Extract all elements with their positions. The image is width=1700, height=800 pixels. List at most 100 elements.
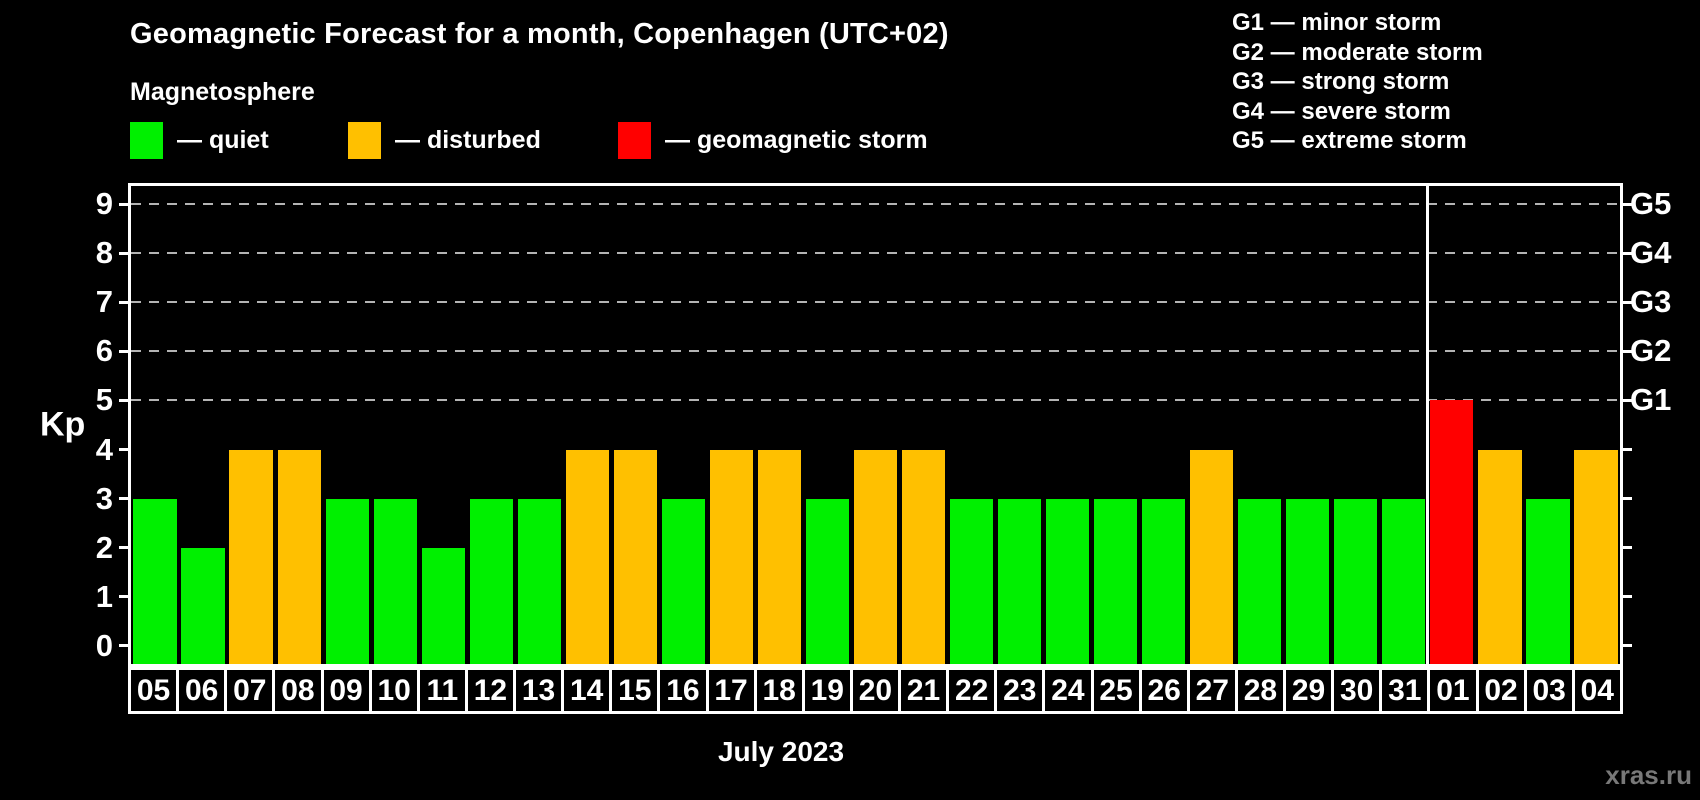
y-axis-tick-label-3: 3 [95, 480, 113, 516]
bar-day-02 [1478, 449, 1522, 664]
day-label-02: 02 [1475, 670, 1524, 711]
right-axis-tick-7 [1622, 300, 1632, 304]
bar-slot-17 [707, 186, 755, 664]
y-axis-tick-3 [119, 497, 129, 501]
y-axis-tick-9 [119, 202, 129, 206]
bar-day-31 [1382, 498, 1426, 664]
bar-slot-12 [467, 186, 515, 664]
bar-slot-10 [371, 186, 419, 664]
y-axis-tick-5 [119, 398, 129, 402]
day-label-19: 19 [801, 670, 850, 711]
day-label-27: 27 [1186, 670, 1235, 711]
gridline-kp-6 [131, 350, 1620, 353]
bar-day-27 [1190, 449, 1234, 664]
right-axis-label-g2: G2 [1630, 333, 1672, 369]
right-axis-label-g5: G5 [1630, 186, 1672, 222]
bar-day-20 [853, 449, 898, 664]
legend-label-quiet: — quiet [177, 125, 269, 154]
day-label-01: 01 [1427, 670, 1475, 711]
day-label-13: 13 [513, 670, 561, 711]
bar-slot-23 [996, 186, 1044, 664]
bar-day-26 [1142, 498, 1186, 664]
bar-slot-02 [1476, 186, 1524, 664]
right-axis-tick-2 [1622, 546, 1632, 550]
day-label-05: 05 [136, 673, 171, 707]
y-axis-tick-2 [119, 546, 129, 550]
day-label-21: 21 [898, 670, 946, 711]
bar-day-30 [1334, 498, 1378, 664]
bar-slot-25 [1092, 186, 1140, 664]
x-axis-month-label: July 2023 [717, 736, 845, 767]
day-label-20: 20 [849, 670, 898, 711]
right-axis-label-g1: G1 [1630, 382, 1672, 418]
bar-day-15 [613, 449, 657, 664]
bar-day-13 [517, 498, 561, 664]
bar-slot-11 [419, 186, 467, 664]
right-axis-tick-9 [1622, 202, 1632, 206]
bar-slot-27 [1188, 186, 1236, 664]
bar-slot-07 [227, 186, 275, 664]
bar-slot-03 [1524, 186, 1572, 664]
y-axis-tick-label-7: 7 [95, 284, 113, 320]
gridline-kp-5 [131, 399, 1620, 402]
magnetosphere-label: Magnetosphere [130, 78, 315, 106]
day-label-26: 26 [1138, 670, 1187, 711]
day-label-30: 30 [1331, 670, 1379, 711]
bar-day-14 [565, 449, 609, 664]
gridline-kp-8 [131, 252, 1620, 255]
day-label-25: 25 [1090, 670, 1139, 711]
y-axis-tick-4 [119, 448, 129, 452]
bar-day-08 [277, 449, 321, 664]
bar-slot-29 [1284, 186, 1332, 664]
bar-slot-31 [1380, 186, 1428, 664]
day-label-16: 16 [657, 670, 705, 711]
day-label-18: 18 [753, 670, 802, 711]
bar-day-11 [421, 547, 465, 664]
bar-slot-30 [1332, 186, 1380, 664]
y-axis-tick-label-9: 9 [95, 186, 113, 222]
bar-slot-24 [1044, 186, 1092, 664]
y-axis-tick-8 [119, 251, 129, 255]
day-label-14: 14 [561, 670, 609, 711]
legend-label-disturbed: — disturbed [395, 125, 541, 154]
bar-slot-22 [948, 186, 996, 664]
storm-scale-legend: G1 — minor storm G2 — moderate storm G3 — … [1232, 8, 1483, 156]
watermark: xras.ru [1605, 760, 1692, 790]
bar-day-07 [229, 449, 273, 664]
bar-day-12 [469, 498, 513, 664]
bar-day-10 [373, 498, 417, 664]
day-label-17: 17 [705, 670, 754, 711]
bar-day-06 [181, 547, 225, 664]
right-axis-tick-8 [1622, 251, 1632, 255]
bar-day-24 [1046, 498, 1090, 664]
bar-day-21 [901, 449, 946, 664]
bar-slot-15 [611, 186, 659, 664]
right-axis-tick-6 [1622, 349, 1632, 353]
month-separator-line [1426, 186, 1430, 664]
storm-scale-line-g2: G2 — moderate storm [1232, 38, 1483, 66]
day-label-06: 06 [176, 670, 224, 711]
storm-scale-line-g5: G5 — extreme storm [1232, 127, 1467, 154]
storm-color-swatch [618, 121, 651, 159]
bar-slot-06 [179, 186, 227, 664]
day-label-07: 07 [224, 670, 272, 711]
bar-day-23 [997, 498, 1042, 664]
bar-slot-01 [1428, 186, 1476, 664]
storm-scale-line-g4: G4 — severe storm [1232, 97, 1451, 125]
day-label-04: 04 [1571, 670, 1620, 711]
day-label-15: 15 [609, 670, 657, 711]
bar-slot-08 [275, 186, 323, 664]
y-axis-tick-6 [119, 349, 129, 353]
day-label-29: 29 [1283, 670, 1331, 711]
bar-day-09 [325, 498, 369, 664]
bar-day-18 [757, 449, 802, 664]
day-label-11: 11 [416, 670, 465, 711]
storm-scale-line-g3: G3 — strong storm [1232, 68, 1450, 95]
bar-slot-19 [803, 186, 851, 664]
right-axis-label-g3: G3 [1630, 284, 1672, 320]
bar-slot-05 [131, 186, 179, 664]
storm-scale-line-g1: G1 — minor storm [1232, 9, 1442, 36]
page-title: Geomagnetic Forecast for a month, Copenh… [130, 18, 949, 50]
day-label-24: 24 [1042, 670, 1090, 711]
bar-day-25 [1094, 498, 1138, 664]
